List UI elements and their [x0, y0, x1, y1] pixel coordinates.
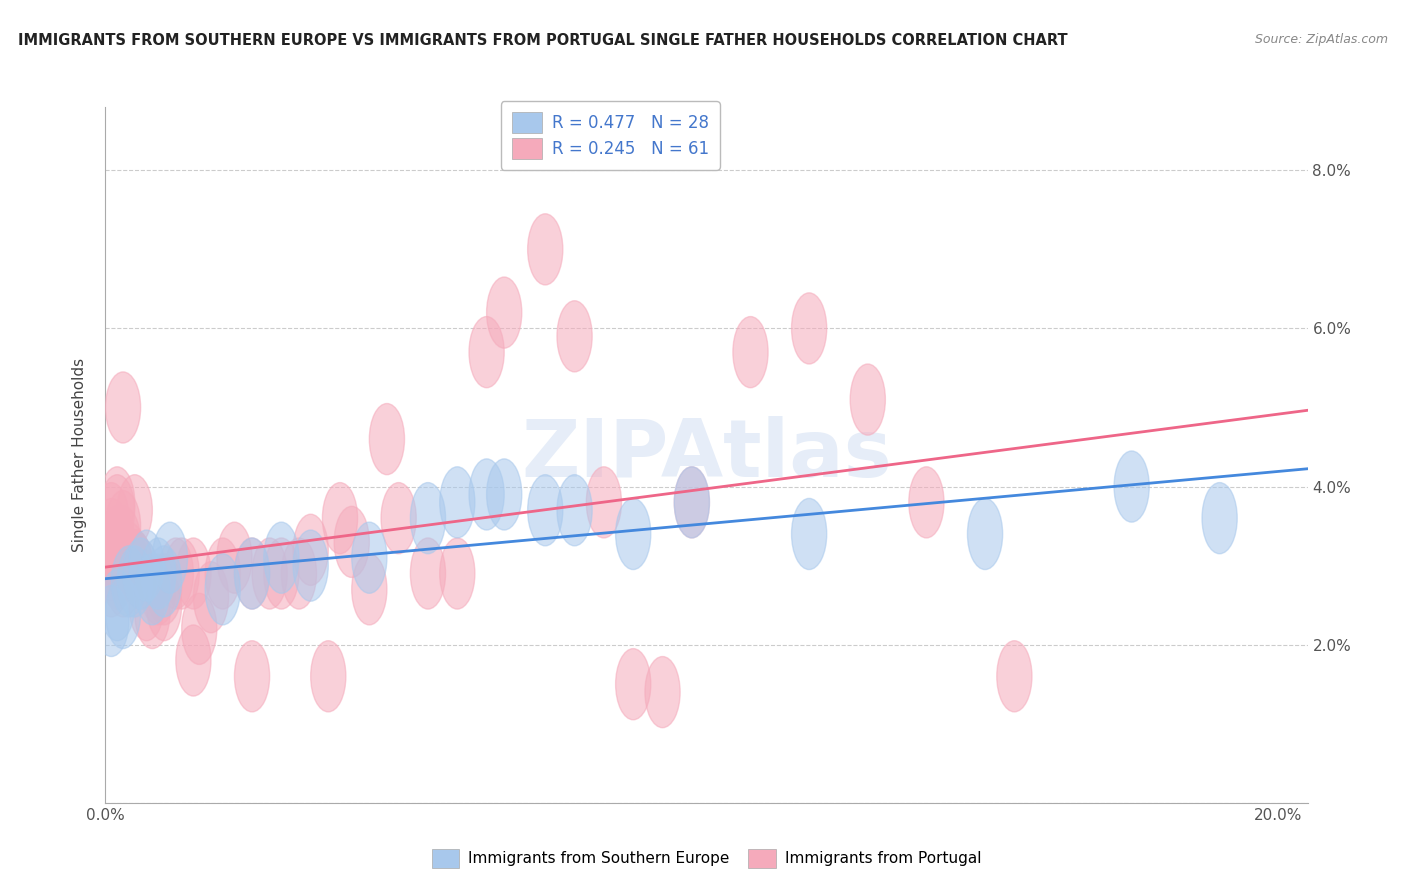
Ellipse shape	[675, 467, 710, 538]
Ellipse shape	[792, 499, 827, 570]
Ellipse shape	[470, 317, 505, 388]
Ellipse shape	[105, 372, 141, 443]
Ellipse shape	[105, 530, 141, 601]
Ellipse shape	[616, 499, 651, 570]
Ellipse shape	[527, 214, 562, 285]
Ellipse shape	[105, 577, 141, 648]
Ellipse shape	[235, 538, 270, 609]
Ellipse shape	[94, 585, 129, 657]
Ellipse shape	[264, 538, 299, 609]
Ellipse shape	[352, 522, 387, 593]
Legend: Immigrants from Southern Europe, Immigrants from Portugal: Immigrants from Southern Europe, Immigra…	[425, 841, 988, 875]
Ellipse shape	[100, 507, 135, 577]
Ellipse shape	[181, 593, 217, 665]
Ellipse shape	[217, 522, 252, 593]
Ellipse shape	[117, 530, 152, 601]
Ellipse shape	[352, 554, 387, 625]
Ellipse shape	[129, 530, 165, 601]
Ellipse shape	[111, 546, 146, 617]
Ellipse shape	[370, 403, 405, 475]
Ellipse shape	[141, 554, 176, 625]
Ellipse shape	[645, 657, 681, 728]
Text: Source: ZipAtlas.com: Source: ZipAtlas.com	[1254, 33, 1388, 46]
Ellipse shape	[165, 538, 200, 609]
Ellipse shape	[235, 640, 270, 712]
Ellipse shape	[292, 530, 328, 601]
Ellipse shape	[733, 317, 768, 388]
Ellipse shape	[967, 499, 1002, 570]
Y-axis label: Single Father Households: Single Father Households	[72, 358, 87, 552]
Text: ZIPAtlas: ZIPAtlas	[522, 416, 891, 494]
Ellipse shape	[117, 546, 152, 617]
Ellipse shape	[100, 570, 135, 640]
Ellipse shape	[100, 538, 135, 609]
Ellipse shape	[792, 293, 827, 364]
Ellipse shape	[135, 554, 170, 625]
Ellipse shape	[411, 483, 446, 554]
Ellipse shape	[105, 546, 141, 617]
Ellipse shape	[335, 507, 370, 577]
Ellipse shape	[94, 530, 129, 601]
Ellipse shape	[527, 475, 562, 546]
Ellipse shape	[557, 475, 592, 546]
Ellipse shape	[486, 277, 522, 348]
Ellipse shape	[322, 483, 357, 554]
Ellipse shape	[235, 538, 270, 609]
Ellipse shape	[205, 554, 240, 625]
Ellipse shape	[159, 538, 194, 609]
Ellipse shape	[146, 570, 181, 640]
Ellipse shape	[176, 538, 211, 609]
Ellipse shape	[557, 301, 592, 372]
Ellipse shape	[146, 554, 181, 625]
Ellipse shape	[105, 491, 141, 562]
Ellipse shape	[94, 483, 129, 554]
Ellipse shape	[94, 514, 129, 585]
Ellipse shape	[616, 648, 651, 720]
Ellipse shape	[675, 467, 710, 538]
Ellipse shape	[117, 530, 152, 601]
Ellipse shape	[194, 562, 229, 632]
Ellipse shape	[111, 522, 146, 593]
Ellipse shape	[124, 538, 159, 609]
Ellipse shape	[152, 522, 187, 593]
Ellipse shape	[146, 546, 181, 617]
Ellipse shape	[1202, 483, 1237, 554]
Ellipse shape	[292, 514, 328, 585]
Text: IMMIGRANTS FROM SOUTHERN EUROPE VS IMMIGRANTS FROM PORTUGAL SINGLE FATHER HOUSEH: IMMIGRANTS FROM SOUTHERN EUROPE VS IMMIG…	[18, 33, 1069, 48]
Ellipse shape	[311, 640, 346, 712]
Ellipse shape	[851, 364, 886, 435]
Ellipse shape	[1114, 451, 1149, 522]
Ellipse shape	[100, 475, 135, 546]
Ellipse shape	[100, 467, 135, 538]
Ellipse shape	[105, 507, 141, 577]
Ellipse shape	[586, 467, 621, 538]
Ellipse shape	[252, 538, 287, 609]
Ellipse shape	[411, 538, 446, 609]
Ellipse shape	[440, 538, 475, 609]
Ellipse shape	[381, 483, 416, 554]
Ellipse shape	[141, 538, 176, 609]
Ellipse shape	[440, 467, 475, 538]
Ellipse shape	[94, 499, 129, 570]
Ellipse shape	[94, 546, 129, 617]
Ellipse shape	[111, 530, 146, 601]
Ellipse shape	[176, 625, 211, 696]
Ellipse shape	[129, 570, 165, 640]
Ellipse shape	[117, 530, 152, 601]
Ellipse shape	[264, 522, 299, 593]
Ellipse shape	[124, 538, 159, 609]
Ellipse shape	[908, 467, 943, 538]
Ellipse shape	[117, 475, 152, 546]
Ellipse shape	[486, 458, 522, 530]
Ellipse shape	[470, 458, 505, 530]
Ellipse shape	[135, 577, 170, 648]
Ellipse shape	[997, 640, 1032, 712]
Ellipse shape	[281, 538, 316, 609]
Ellipse shape	[205, 538, 240, 609]
